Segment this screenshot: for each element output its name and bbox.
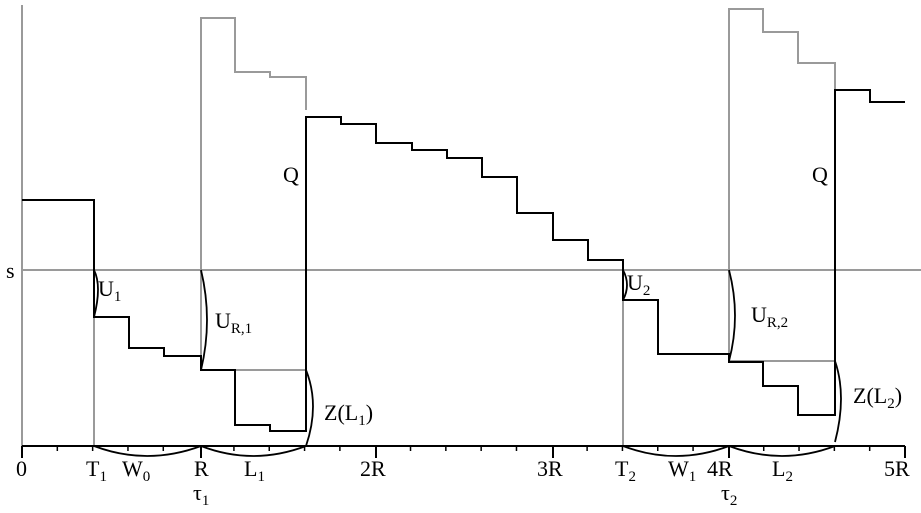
piecewise-level-path [22,89,905,432]
x-axis [21,445,906,458]
brace-w0 [93,445,202,457]
brace-u2 [622,269,628,301]
black-staircase [22,89,905,432]
label-q2: Q [812,162,828,187]
brace-w1 [622,445,730,457]
brace-z2 [834,360,842,443]
axis-label-tau1: τ1 [193,480,209,508]
braces [93,269,842,457]
label-ur1: UR,1 [215,308,252,337]
axis-label-l2: L2 [772,456,793,485]
axis-label-4r: 4R [707,456,733,481]
gray-guides [21,5,921,446]
axis-label-r: R [194,456,209,481]
axis-label-tau2: τ2 [721,480,737,508]
label-u2: U2 [627,270,650,299]
label-q1: Q [283,162,299,187]
brace-ur2 [728,269,736,362]
label-s: s [6,258,15,283]
axis-label-t1: T1 [86,456,107,485]
brace-z1 [305,369,314,447]
brace-l1 [200,445,307,457]
label-ur2: UR,2 [751,302,788,331]
label-z1: Z(L1) [324,400,373,429]
axis-label-w0: W0 [122,456,150,485]
brace-u1 [93,269,99,318]
gray-staircase-2 [728,8,836,361]
axis-label-5r: 5R [884,456,910,481]
axis-label-2r: 2R [360,456,386,481]
label-z2: Z(L2) [853,383,902,412]
minor-ticks [56,446,871,451]
label-u1: U1 [98,276,121,305]
gray-staircase-1 [200,17,307,370]
axis-label-t2: T2 [615,456,636,485]
axis-label-3r: 3R [537,456,563,481]
brace-l2 [728,445,836,457]
axis-label-w1: W1 [668,456,696,485]
axis-label-l1: L1 [244,456,265,485]
axis-label-0: 0 [16,456,27,481]
brace-ur1 [200,269,208,371]
